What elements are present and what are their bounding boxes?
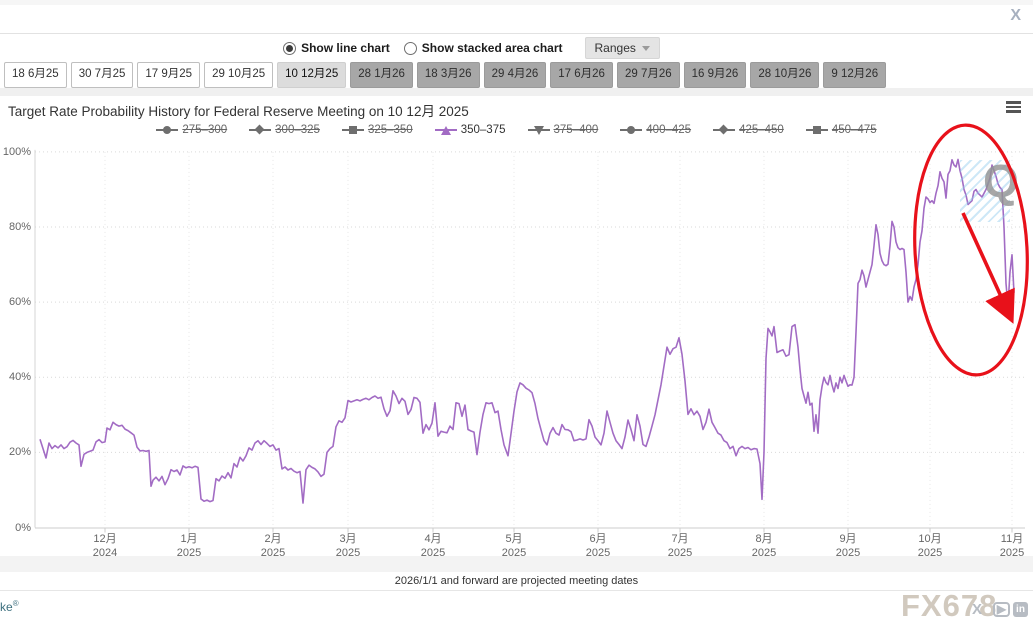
square-marker-icon <box>341 124 364 136</box>
chart-type-controls: Show line chart Show stacked area chart … <box>0 37 988 59</box>
meeting-tab-29-10月25[interactable]: 29 10月25 <box>204 62 274 88</box>
legend-label: 450–475 <box>831 124 877 136</box>
diamond-marker-icon <box>713 124 736 136</box>
ranges-dropdown-label: Ranges <box>594 41 636 55</box>
chart-title: Target Rate Probability History for Fede… <box>8 104 469 119</box>
legend-item-425–450[interactable]: 425–450 <box>713 124 784 136</box>
meeting-tab-17-6月26[interactable]: 17 6月26 <box>550 62 613 88</box>
legend-label: 375–400 <box>553 124 599 136</box>
y-axis-label-100: 100% <box>2 145 31 158</box>
legend-item-400–425[interactable]: 400–425 <box>620 124 691 136</box>
close-icon[interactable]: X <box>1010 7 1021 24</box>
meeting-date-tabs: 18 6月25 30 7月25 17 9月25 29 10月25 10 12月25 28 … <box>4 62 887 88</box>
legend-label: 425–450 <box>739 124 784 136</box>
below-axis-band <box>0 556 1033 572</box>
legend-label: 325–350 <box>367 124 413 136</box>
radio-line-chart[interactable] <box>283 41 297 55</box>
legend-item-450–475[interactable]: 450–475 <box>805 124 877 136</box>
legend-label: 275–300 <box>182 124 228 136</box>
legend-item-350–375[interactable]: 350–375 <box>434 124 506 136</box>
quikstrike-partial-logo: ke® <box>0 599 19 614</box>
meeting-tab-9-12月26[interactable]: 9 12月26 <box>823 62 887 88</box>
chevron-down-icon <box>641 45 650 51</box>
footnote-divider <box>0 590 1033 591</box>
meeting-tab-10-12月25[interactable]: 10 12月25 <box>277 62 347 88</box>
social-linkedin-icon: in <box>1013 602 1028 617</box>
meeting-tab-18-3月26[interactable]: 18 3月26 <box>416 62 480 88</box>
hamburger-menu-icon[interactable] <box>1006 101 1021 115</box>
radio-stacked-area-label: Show stacked area chart <box>421 41 563 55</box>
tri-up-marker-icon <box>434 124 457 136</box>
legend-item-375–400[interactable]: 375–400 <box>527 124 599 136</box>
circle-marker-icon <box>620 124 643 136</box>
red-arrow-annotation <box>961 212 1015 324</box>
top-strip <box>0 0 1033 5</box>
meeting-tab-28-10月26[interactable]: 28 10月26 <box>750 62 820 88</box>
fx678-watermark: FX678 <box>901 588 998 623</box>
chart-footnote: 2026/1/1 and forward are projected meeti… <box>394 575 639 587</box>
y-axis-label-60: 60% <box>8 296 31 309</box>
y-axis-label-0: 0% <box>15 521 31 534</box>
legend-item-300–325[interactable]: 300–325 <box>249 124 320 136</box>
legend-label: 300–325 <box>275 124 320 136</box>
y-axis-label-20: 20% <box>8 446 31 459</box>
meeting-tab-28-1月26[interactable]: 28 1月26 <box>350 62 413 88</box>
y-axis-label-80: 80% <box>8 221 31 234</box>
line-chart-radio-option[interactable]: Show line chart <box>283 41 390 55</box>
tabs-under-band <box>0 88 1033 96</box>
y-axis-label-40: 40% <box>8 371 31 384</box>
stacked-area-radio-option[interactable]: Show stacked area chart <box>403 41 563 55</box>
meeting-tab-18-6月25[interactable]: 18 6月25 <box>4 62 67 88</box>
social-x-icon: X <box>972 601 983 618</box>
ranges-dropdown[interactable]: Ranges <box>584 37 660 59</box>
q-watermark: Q <box>983 155 1019 207</box>
meeting-tab-29-4月26[interactable]: 29 4月26 <box>483 62 547 88</box>
legend-label: 350–375 <box>460 124 506 136</box>
circle-marker-icon <box>156 124 179 136</box>
series-350-375-line <box>39 158 1015 504</box>
header-divider <box>0 33 1033 34</box>
radio-line-chart-label: Show line chart <box>301 41 390 55</box>
meeting-tab-17-9月25[interactable]: 17 9月25 <box>137 62 201 88</box>
legend-item-275–300[interactable]: 275–300 <box>156 124 227 136</box>
meeting-tab-30-7月25[interactable]: 30 7月25 <box>70 62 134 88</box>
legend-item-325–350[interactable]: 325–350 <box>341 124 413 136</box>
radio-stacked-area[interactable] <box>403 41 417 55</box>
legend-label: 400–425 <box>646 124 692 136</box>
chart-legend: 275–300 300–325 325–350 350–375 375–400 400–4… <box>0 124 1033 136</box>
meeting-tab-29-7月26[interactable]: 29 7月26 <box>616 62 680 88</box>
meeting-tab-16-9月26[interactable]: 16 9月26 <box>683 62 747 88</box>
social-video-icon: ▶ <box>993 602 1010 617</box>
tri-down-marker-icon <box>527 124 550 136</box>
diamond-marker-icon <box>249 124 272 136</box>
square-marker-icon <box>805 124 828 136</box>
